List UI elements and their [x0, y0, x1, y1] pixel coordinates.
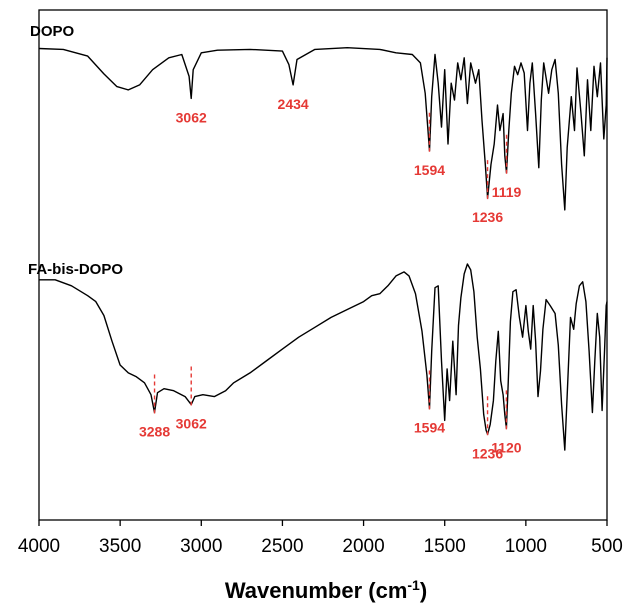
peak-label-fa-bis-dopo-1594: 1594 — [414, 420, 445, 436]
x-axis: 4000 3500 3000 2500 2000 1500 1000 500 — [18, 520, 623, 557]
x-axis-title: Wavenumber (cm-1) — [225, 577, 427, 603]
series-layer: DOPO FA-bis-DOPO — [28, 23, 608, 451]
series-line-dopo — [38, 47, 608, 211]
x-tick-label-3500: 3500 — [99, 536, 141, 557]
plot-frame — [38, 9, 608, 521]
peak-label-dopo-3062: 3062 — [176, 109, 207, 125]
peak-label-dopo-1236: 1236 — [472, 209, 503, 225]
x-tick-label-1000: 1000 — [505, 536, 547, 557]
series-label-fa-bis-dopo: FA-bis-DOPO — [28, 261, 123, 278]
x-tick-label-3000: 3000 — [180, 536, 222, 557]
x-tick-label-2500: 2500 — [261, 536, 303, 557]
peak-label-fa-bis-dopo-3288: 3288 — [139, 423, 170, 439]
series-line-fa-bis-dopo — [39, 263, 608, 451]
peak-label-dopo-1119: 1119 — [492, 184, 522, 200]
x-tick-label-4000: 4000 — [18, 536, 60, 557]
x-tick-label-1500: 1500 — [424, 536, 466, 557]
peak-label-dopo-2434: 2434 — [278, 96, 309, 112]
peak-label-dopo-1594: 1594 — [414, 162, 445, 178]
series-label-dopo: DOPO — [30, 23, 75, 40]
peak-label-fa-bis-dopo-3062: 3062 — [176, 416, 207, 432]
peak-label-fa-bis-dopo-1236: 1236 — [472, 445, 503, 461]
x-tick-label-2000: 2000 — [342, 536, 384, 557]
x-tick-label-500: 500 — [591, 536, 623, 557]
peak-label-fa-bis-dopo-1120: 1120 — [491, 439, 522, 455]
